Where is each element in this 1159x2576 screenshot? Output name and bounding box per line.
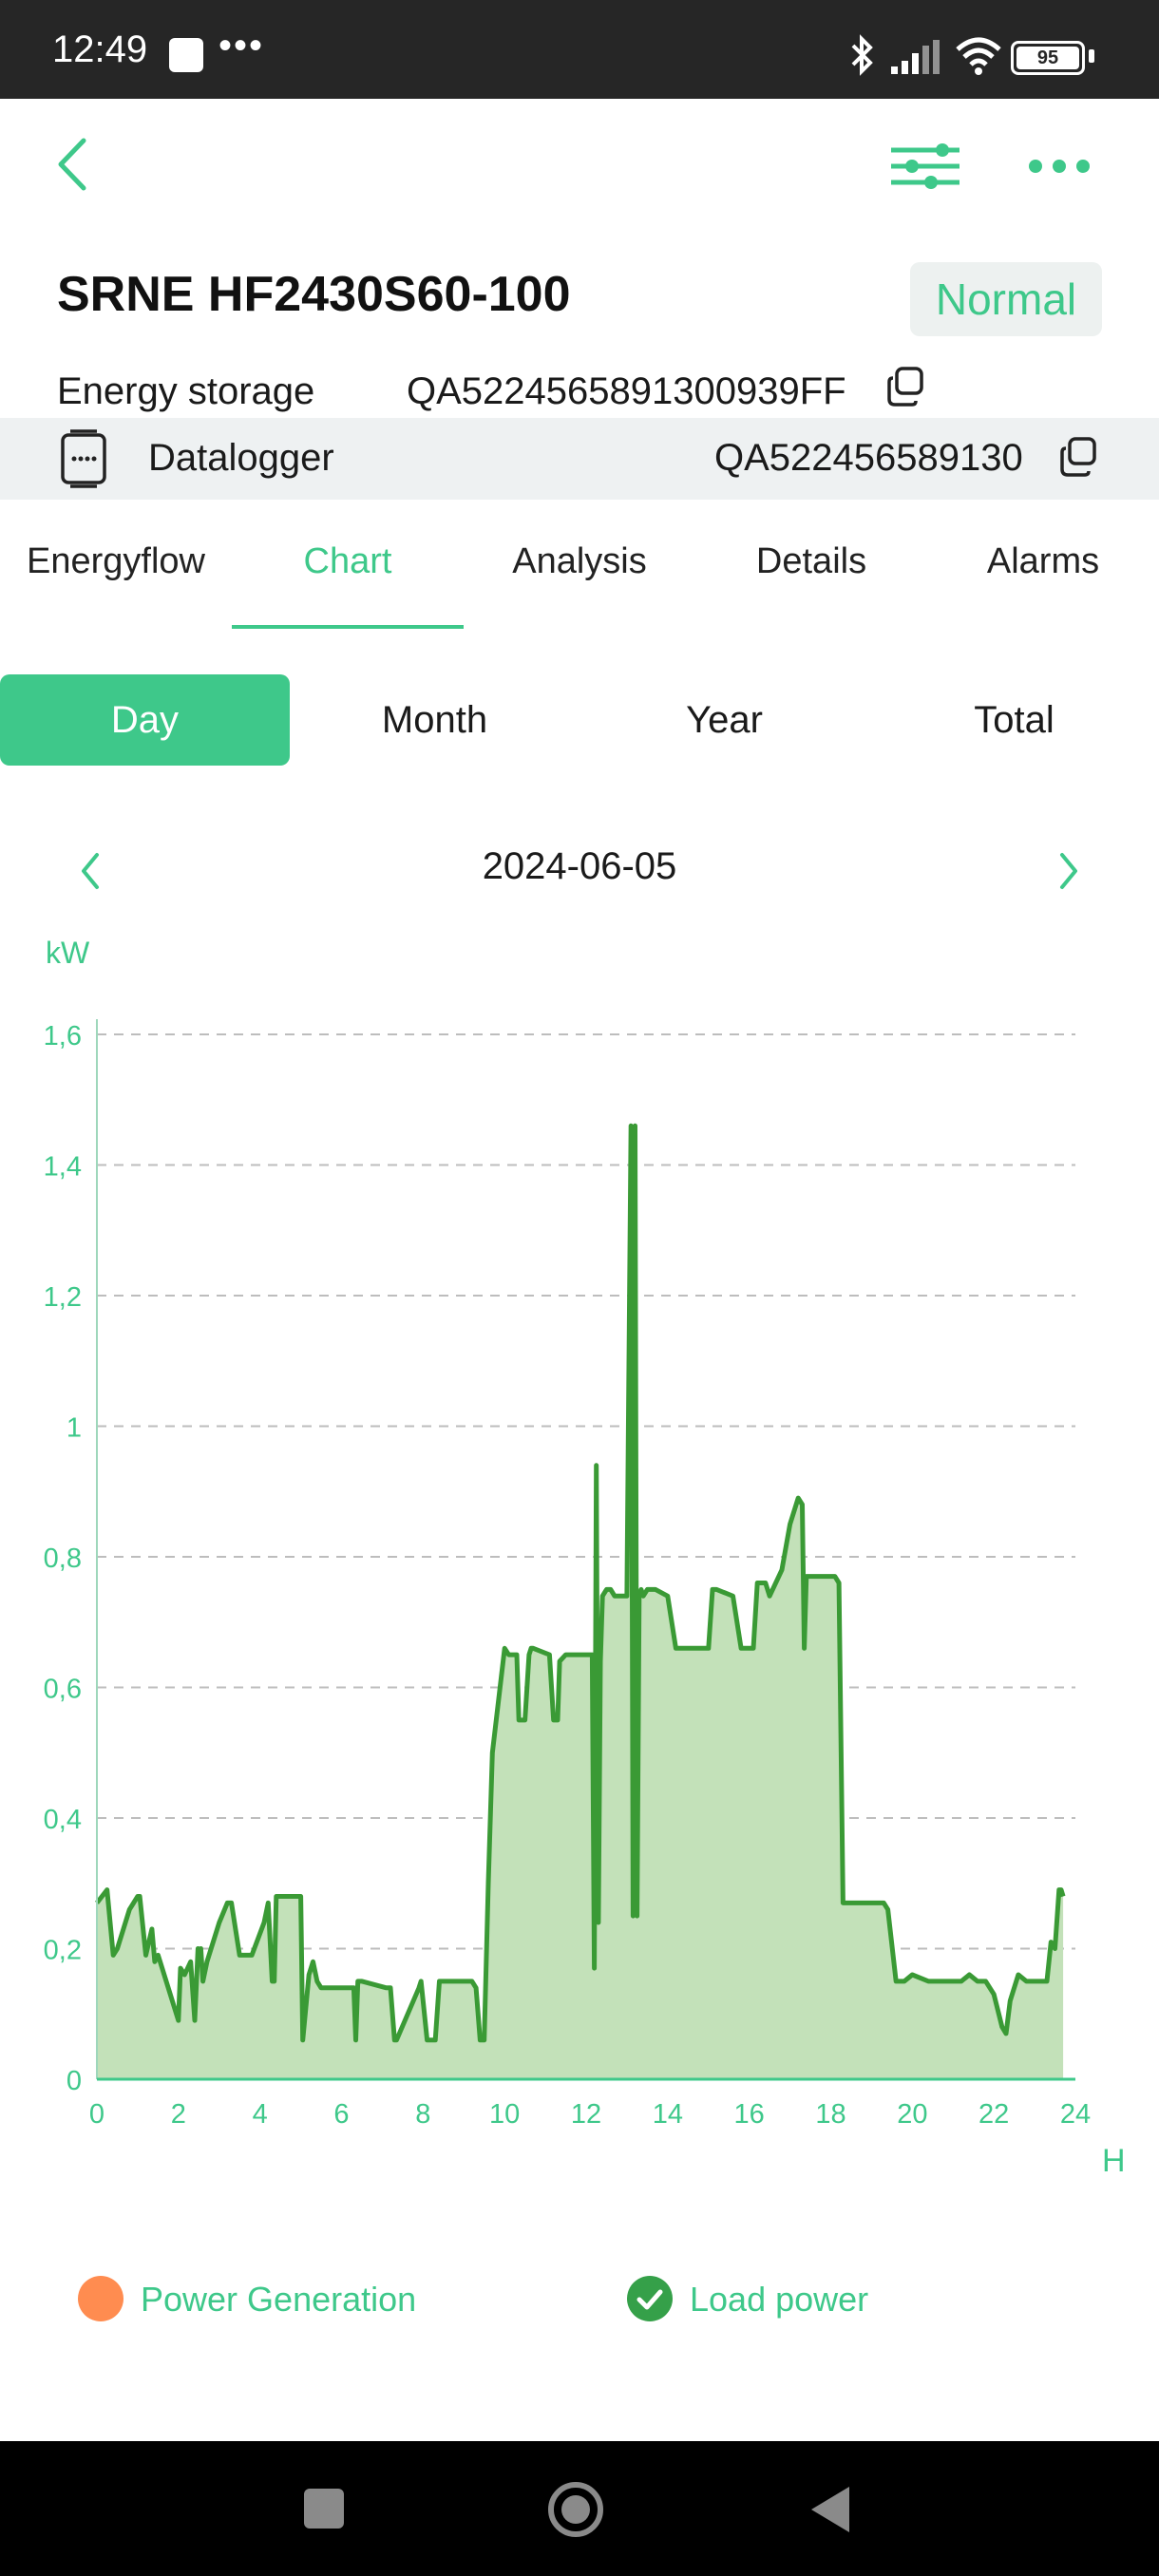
circle-home-icon[interactable] bbox=[545, 2479, 606, 2540]
tab-alarms[interactable]: Alarms bbox=[986, 541, 1100, 581]
datalogger-icon bbox=[61, 429, 106, 488]
period-month[interactable]: Month bbox=[381, 699, 488, 741]
x-tick-label: 2 bbox=[171, 2099, 186, 2130]
copy-serial-icon[interactable] bbox=[884, 365, 927, 408]
x-axis-unit: H bbox=[1102, 2143, 1126, 2179]
triangle-back-icon[interactable] bbox=[808, 2483, 853, 2536]
x-tick-label: 24 bbox=[1060, 2099, 1091, 2130]
x-tick-label: 8 bbox=[415, 2099, 430, 2130]
y-tick-label: 1,2 bbox=[44, 1282, 82, 1313]
tab-indicator bbox=[232, 625, 464, 629]
period-total[interactable]: Total bbox=[974, 699, 1054, 741]
tab-details[interactable]: Details bbox=[755, 541, 867, 581]
device-type-label: Energy storage bbox=[57, 370, 315, 412]
battery-tip bbox=[1089, 49, 1094, 63]
status-bar: 12:49 ••• 95 bbox=[0, 0, 1159, 99]
device-serial: QA5224565891300939FF bbox=[407, 370, 846, 412]
signal-icon bbox=[891, 40, 940, 74]
y-tick-label: 0,8 bbox=[44, 1544, 82, 1574]
tab-energyflow[interactable]: Energyflow bbox=[27, 541, 205, 581]
copy-datalogger-icon[interactable] bbox=[1056, 435, 1100, 479]
x-tick-label: 10 bbox=[489, 2099, 520, 2130]
sliders-icon[interactable] bbox=[887, 142, 963, 190]
datalogger-serial: QA522456589130 bbox=[714, 437, 1023, 479]
check-icon bbox=[636, 2289, 663, 2310]
y-tick-label: 1,4 bbox=[44, 1152, 82, 1183]
x-tick-label: 22 bbox=[978, 2099, 1009, 2130]
load-power-line bbox=[95, 1123, 1066, 2043]
more-notifications-icon: ••• bbox=[218, 25, 265, 66]
y-tick-label: 1,6 bbox=[44, 1021, 82, 1051]
battery-icon: 95 bbox=[1011, 41, 1085, 75]
power-generation-legend-label[interactable]: Power Generation bbox=[141, 2280, 417, 2319]
battery-level: 95 bbox=[1016, 47, 1079, 69]
notification-icon bbox=[169, 38, 203, 72]
load-power-area bbox=[97, 1126, 1064, 2079]
next-date-icon[interactable] bbox=[1053, 849, 1085, 893]
square-icon[interactable] bbox=[304, 2489, 344, 2529]
tab-analysis[interactable]: Analysis bbox=[512, 541, 647, 581]
more-horizontal-icon[interactable] bbox=[1026, 156, 1092, 177]
period-year[interactable]: Year bbox=[686, 699, 763, 741]
x-tick-label: 14 bbox=[653, 2099, 683, 2130]
x-tick-label: 4 bbox=[253, 2099, 268, 2130]
status-badge: Normal bbox=[910, 262, 1102, 336]
y-tick-label: 0,6 bbox=[44, 1675, 82, 1705]
power-generation-legend-dot[interactable] bbox=[78, 2276, 124, 2321]
datalogger-row bbox=[0, 418, 1159, 500]
x-tick-label: 6 bbox=[333, 2099, 349, 2130]
back-icon[interactable] bbox=[49, 133, 93, 196]
prev-date-icon[interactable] bbox=[74, 849, 106, 893]
y-tick-label: 0,4 bbox=[44, 1805, 82, 1835]
x-tick-label: 0 bbox=[89, 2099, 104, 2130]
wifi-icon bbox=[956, 37, 1001, 75]
status-time: 12:49 bbox=[52, 28, 148, 70]
y-tick-label: 0 bbox=[66, 2066, 82, 2096]
tab-chart[interactable]: Chart bbox=[303, 541, 392, 581]
load-power-legend-label[interactable]: Load power bbox=[690, 2280, 869, 2319]
y-axis-unit: kW bbox=[46, 936, 90, 970]
system-nav-bar bbox=[0, 2441, 1159, 2576]
x-tick-label: 18 bbox=[815, 2099, 846, 2130]
x-tick-label: 12 bbox=[571, 2099, 601, 2130]
y-tick-label: 0,2 bbox=[44, 1936, 82, 1966]
datalogger-label: Datalogger bbox=[148, 437, 334, 479]
date-label: 2024-06-05 bbox=[482, 845, 677, 887]
period-day[interactable]: Day bbox=[0, 674, 290, 766]
x-tick-label: 16 bbox=[734, 2099, 765, 2130]
bluetooth-icon bbox=[851, 34, 873, 76]
y-tick-label: 1 bbox=[66, 1413, 82, 1444]
load-power-chart: 00,20,40,60,811,21,41,60 2 4 6 8 10 12 14 16 18 20… bbox=[44, 1019, 1091, 2130]
load-power-legend-dot[interactable] bbox=[627, 2276, 673, 2321]
device-name: SRNE HF2430S60-100 bbox=[57, 267, 571, 322]
x-tick-label: 20 bbox=[897, 2099, 927, 2130]
